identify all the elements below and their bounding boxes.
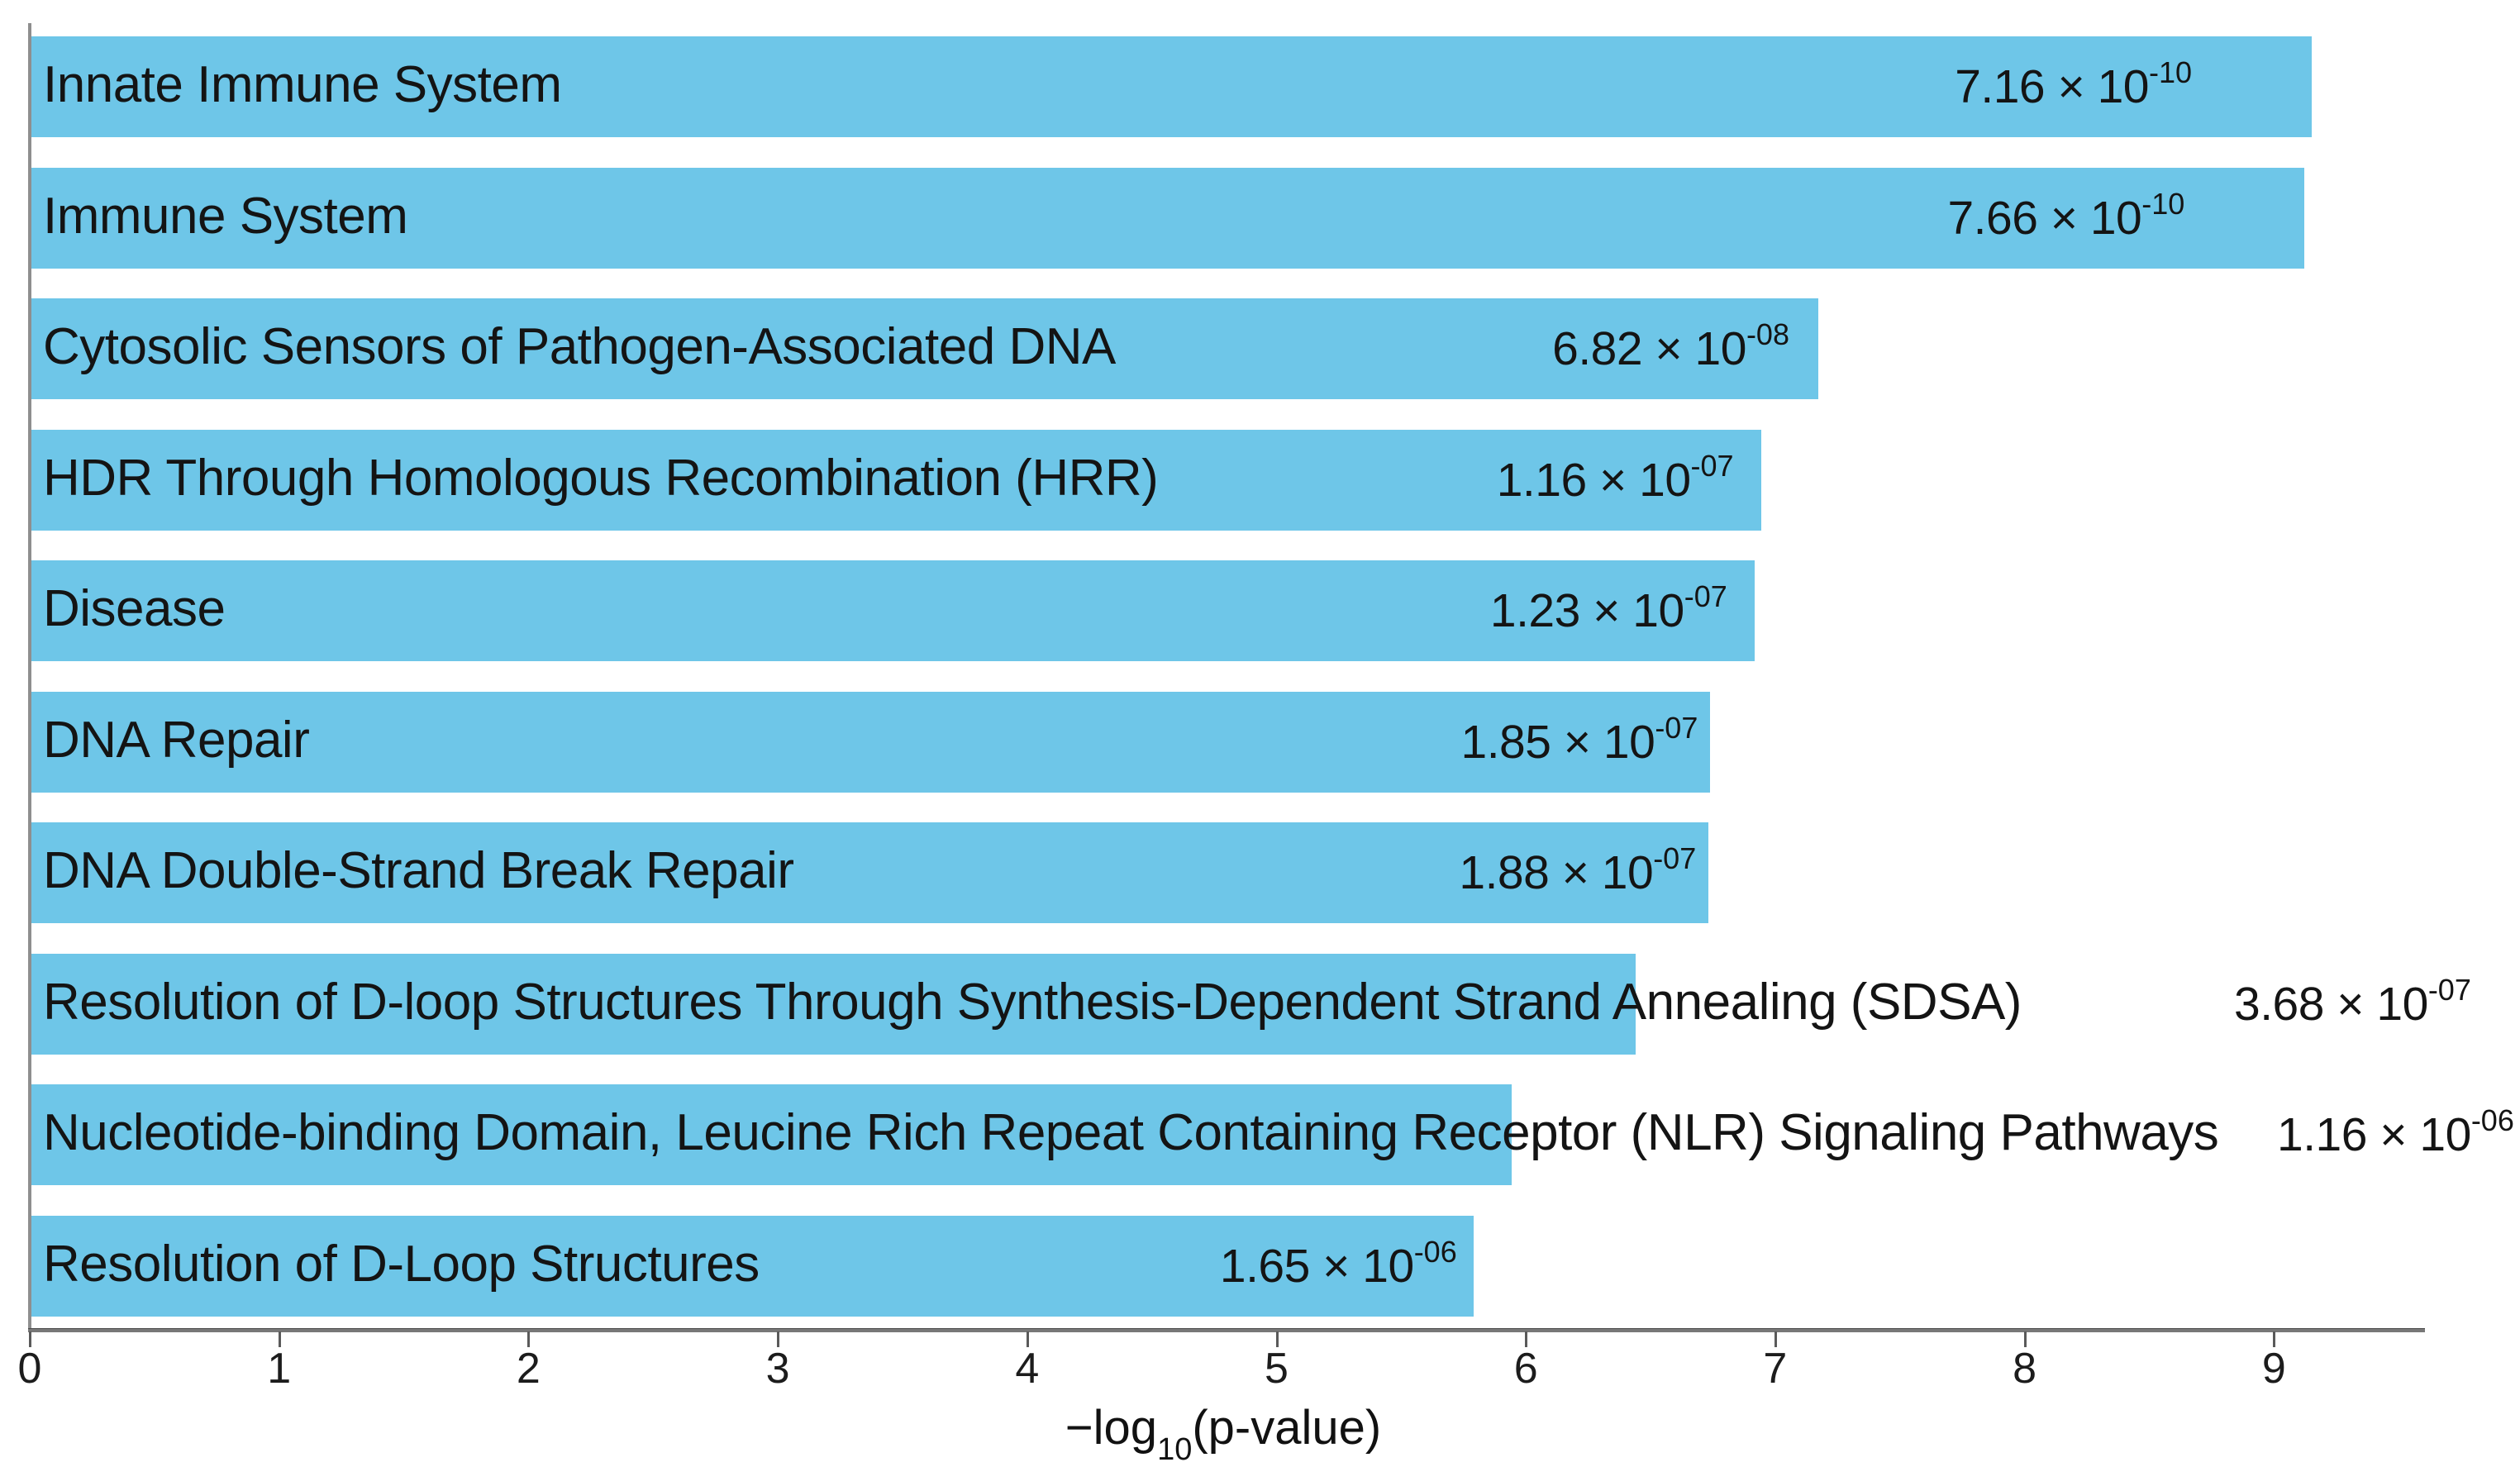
- x-tick-label: 3: [765, 1345, 790, 1393]
- pathway-bar: [31, 167, 2305, 269]
- pathway-label: Immune System: [43, 187, 408, 245]
- pathway-label: Cytosolic Sensors of Pathogen-Associated…: [43, 318, 1116, 375]
- x-tick-label: 0: [17, 1345, 42, 1393]
- x-tick-mark: [1774, 1331, 1777, 1347]
- p-value-label: 1.65 × 10-06: [1219, 1234, 1457, 1293]
- bar-row: Resolution of D-Loop Structures 1.65 × 10…: [0, 1215, 2520, 1317]
- pathway-bar: [31, 1215, 1474, 1317]
- x-tick-mark: [777, 1331, 780, 1347]
- x-tick-label: 5: [1265, 1345, 1289, 1393]
- pathway-bar: [31, 1084, 1512, 1185]
- x-tick-label: 7: [1763, 1345, 1788, 1393]
- pathway-label: Innate Immune System: [43, 56, 562, 113]
- pathway-bar: [31, 36, 2313, 137]
- pathway-label: HDR Through Homologous Recombination (HR…: [43, 449, 1159, 507]
- x-tick-mark: [1026, 1331, 1029, 1347]
- p-value-label: 1.16 × 10-06: [2277, 1103, 2514, 1161]
- x-tick-mark: [1525, 1331, 1528, 1347]
- bar-row: Nucleotide-binding Domain, Leucine Rich …: [0, 1084, 2520, 1185]
- x-tick-label: 6: [1513, 1345, 1538, 1393]
- bar-row: Disease 1.23 × 10-07: [0, 560, 2520, 661]
- x-tick-mark: [2273, 1331, 2276, 1347]
- p-value-label: 1.85 × 10-07: [1460, 710, 1698, 769]
- x-axis-title-sub: 10: [1157, 1431, 1193, 1467]
- pathway-label: DNA Double-Strand Break Repair: [43, 842, 794, 899]
- bar-row: DNA Repair 1.85 × 10-07: [0, 691, 2520, 793]
- x-tick-label: 9: [2261, 1345, 2286, 1393]
- x-axis-title: −log10(p-value): [1065, 1400, 1382, 1467]
- pathway-label: Disease: [43, 580, 226, 637]
- x-tick-label: 2: [516, 1345, 541, 1393]
- bar-row: Innate Immune System 7.16 × 10-10: [0, 36, 2520, 137]
- pathway-bar: [31, 691, 1711, 793]
- pathway-bar: [31, 429, 1761, 531]
- pathway-bar: [31, 822, 1709, 923]
- x-tick-label: 1: [267, 1345, 292, 1393]
- p-value-label: 1.23 × 10-07: [1489, 579, 1727, 637]
- pathway-bar: [31, 298, 1818, 399]
- x-axis-line: [28, 1328, 2425, 1332]
- bar-row: Cytosolic Sensors of Pathogen-Associated…: [0, 298, 2520, 399]
- x-tick-mark: [527, 1331, 531, 1347]
- pathway-bar: [31, 560, 1755, 661]
- x-tick-mark: [29, 1331, 31, 1347]
- bar-row: HDR Through Homologous Recombination (HR…: [0, 429, 2520, 531]
- pathway-label: DNA Repair: [43, 711, 310, 769]
- pathway-label: Resolution of D-Loop Structures: [43, 1235, 760, 1293]
- x-axis-title-pre: −log: [1065, 1401, 1158, 1455]
- p-value-label: 6.82 × 10-08: [1552, 317, 1789, 375]
- x-axis-title-post: (p-value): [1192, 1401, 1382, 1455]
- x-tick-mark: [1275, 1331, 1279, 1347]
- bar-row: DNA Double-Strand Break Repair 1.88 × 10-…: [0, 822, 2520, 923]
- bar-row: Resolution of D-loop Structures Through …: [0, 953, 2520, 1055]
- p-value-label: 7.66 × 10-10: [1947, 186, 2185, 245]
- p-value-label: 1.88 × 10-07: [1459, 841, 1697, 899]
- pathway-bar: [31, 953, 1636, 1055]
- x-tick-mark: [2023, 1331, 2027, 1347]
- bar-row: Immune System 7.66 × 10-10: [0, 167, 2520, 269]
- pathway-label: Nucleotide-binding Domain, Leucine Rich …: [43, 1104, 2219, 1161]
- p-value-label: 7.16 × 10-10: [1955, 55, 2193, 113]
- x-tick-label: 4: [1015, 1345, 1040, 1393]
- x-tick-label: 8: [2013, 1345, 2037, 1393]
- pathway-label: Resolution of D-loop Structures Through …: [43, 973, 2022, 1031]
- y-axis-spine: [28, 23, 31, 1331]
- x-tick-mark: [278, 1331, 281, 1347]
- p-value-label: 3.68 × 10-07: [2234, 972, 2471, 1031]
- p-value-label: 1.16 × 10-07: [1496, 448, 1734, 507]
